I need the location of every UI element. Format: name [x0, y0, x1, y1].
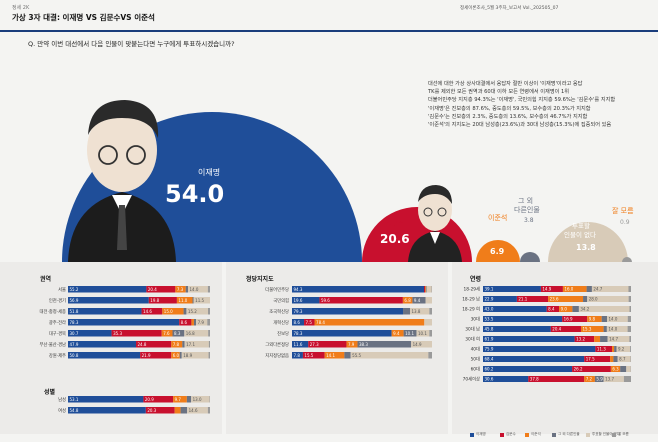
jun-name-label: 이준석 [488, 213, 507, 222]
summary-text: 대선에 대한 가상 상사대결에서 응답자 절반 이상이 '이재명'이라고 응답 … [428, 80, 628, 129]
legend-label: 잘 모름 [618, 432, 629, 436]
lee-value-label: 54.0 [165, 180, 224, 208]
other-name-label-2: 다른인물 [514, 205, 540, 214]
dk-name-label: 잘 모름 [612, 207, 634, 215]
magazine-info: 정세이론조사_5월 3주차_보고서 Vol._202505_07 [460, 6, 559, 11]
kim-portrait-icon [408, 185, 462, 262]
summary-line: '김문수'는 진보층의 2.3%, 중도층의 13.6%, 보수층의 46.7%… [428, 113, 588, 120]
other-name-label-1: 그 외 [518, 196, 533, 205]
other-value-label: 3.8 [524, 217, 534, 224]
legend-label: 이준석 [531, 432, 541, 436]
kim-value-label: 20.6 [380, 232, 410, 246]
summary-line: TK를 제외한 모든 권역과 60대 이하 모든 연령에서 이재명이 1위 [428, 89, 570, 96]
legend-swatch [525, 433, 529, 437]
legend-label: 이재명 [476, 432, 486, 436]
kim-name-label: 김문수 [385, 220, 405, 228]
party-panel [226, 262, 448, 434]
none-semicircle [548, 222, 628, 262]
legend-swatch [470, 433, 474, 437]
legend-label: 그 외 다른인물 [558, 432, 580, 436]
dk-semicircle [622, 257, 632, 262]
lee-portrait-icon [68, 100, 176, 262]
lee-name-label: 이재명 [198, 167, 220, 177]
legend-swatch [500, 433, 504, 437]
party-title: 정당지지도 [246, 276, 274, 283]
other-semicircle [520, 252, 540, 262]
section-label: 정세 2K [12, 5, 30, 11]
age-title: 연령 [470, 276, 482, 283]
page-title: 가상 3자 대결: 이재명 VS 김문수VS 이준석 [12, 13, 155, 22]
summary-line: 대선에 대한 가상 상사대결에서 응답자 절반 이상이 '이재명'이라고 응답 [428, 81, 583, 87]
summary-line: 더불어민주당 지지층 94.3%는 '이재명', 국민의힘 지지층 59.6%는… [428, 97, 616, 104]
gender-title: 성별 [44, 389, 56, 396]
overall-result-chart: 이재명 54.0 김문수 20.6 이준석 6.9 그 외 다른인물 3.8 투… [62, 100, 634, 262]
legend-swatch [612, 433, 616, 437]
survey-question: Q. 만약 이번 대선에서 다음 인물이 맞붙는다면 누구에게 투표하시겠습니까… [28, 40, 235, 48]
age-panel [452, 262, 658, 434]
summary-line: '이재명'은 진보층의 87.6%, 중도층의 59.5%, 보수층의 20.3… [428, 105, 591, 112]
legend-label: 김문수 [506, 432, 516, 436]
region-title: 권역 [40, 276, 52, 283]
summary-line: '이준석'의 지지도는 20대 남성층(23.6%)과 30대 남성층(15.3… [428, 122, 612, 129]
legend-label: 투표할 인물이 없다 [592, 432, 620, 436]
dk-value-label: 0.9 [620, 219, 630, 226]
none-name-label-2: 인물이 없다 [564, 230, 596, 239]
legend-swatch [552, 433, 556, 437]
header-divider [0, 30, 658, 32]
jun-value-label: 6.9 [490, 247, 505, 256]
region-panel [0, 262, 222, 434]
none-value-label: 13.8 [576, 243, 596, 252]
jun-semicircle [476, 240, 520, 262]
report-header: 정세 2K 가상 3자 대결: 이재명 VS 김문수VS 이준석 정세이론조사_… [0, 0, 658, 30]
legend-swatch [586, 433, 590, 437]
none-name-label-1: 투표할 [572, 221, 590, 230]
